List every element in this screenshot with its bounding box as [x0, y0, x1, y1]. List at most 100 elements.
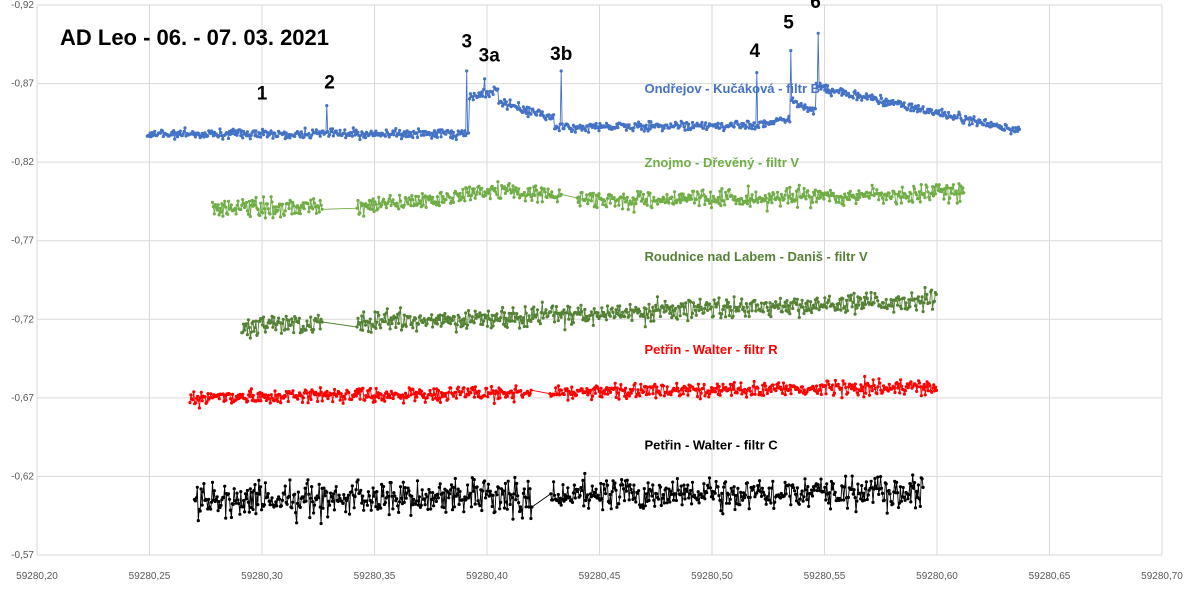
data-point: [591, 394, 595, 398]
data-point: [604, 313, 608, 317]
data-point: [271, 216, 275, 220]
data-point: [194, 496, 198, 500]
data-point: [412, 497, 416, 501]
data-point: [921, 485, 925, 489]
data-point: [680, 386, 684, 390]
data-point: [892, 310, 896, 314]
data-point: [921, 387, 925, 391]
data-point: [289, 323, 293, 327]
data-point: [897, 297, 902, 301]
data-point: [521, 105, 526, 109]
data-point: [714, 386, 719, 390]
data-point: [466, 309, 471, 313]
data-point: [365, 203, 370, 207]
data-point: [329, 130, 334, 134]
data-point: [751, 123, 755, 128]
data-point: [596, 493, 600, 497]
data-point: [579, 303, 583, 307]
data-point: [744, 125, 749, 129]
data-point: [999, 125, 1004, 129]
data-point: [576, 306, 580, 310]
data-point: [884, 198, 888, 202]
data-point: [592, 307, 596, 311]
data-point: [858, 195, 862, 199]
data-point: [227, 199, 231, 203]
data-point: [251, 393, 255, 398]
data-point: [349, 131, 353, 135]
data-point: [421, 203, 425, 207]
data-point: [519, 508, 524, 512]
data-point: [388, 193, 392, 198]
x-tick-label: 59280,50: [691, 571, 733, 582]
data-point: [744, 391, 748, 395]
data-point: [819, 477, 823, 481]
data-point: [171, 133, 175, 137]
data-point: [356, 130, 360, 134]
data-point: [719, 204, 723, 208]
data-point: [625, 478, 629, 482]
data-point: [957, 182, 961, 186]
data-point: [460, 129, 464, 133]
data-point: [395, 201, 399, 205]
data-point: [831, 482, 835, 486]
data-point: [316, 399, 320, 403]
data-point: [582, 316, 586, 320]
data-point: [861, 301, 865, 305]
data-point: [365, 503, 369, 507]
data-point: [749, 196, 753, 200]
data-point: [780, 388, 784, 392]
data-point: [722, 485, 726, 489]
data-point: [320, 320, 324, 324]
data-point: [481, 489, 485, 493]
data-point: [237, 502, 241, 506]
data-point: [854, 303, 858, 307]
data-point: [539, 311, 543, 315]
data-point: [265, 202, 269, 206]
data-point: [209, 500, 214, 504]
data-point: [271, 136, 275, 140]
data-point: [215, 495, 219, 499]
data-point: [791, 306, 795, 311]
data-point: [450, 318, 455, 323]
data-point: [645, 203, 649, 207]
data-point: [764, 502, 768, 506]
data-point: [715, 124, 719, 128]
data-point: [528, 186, 532, 190]
data-point: [442, 200, 446, 204]
data-point: [748, 389, 753, 393]
data-point: [360, 314, 364, 318]
data-point: [559, 388, 564, 392]
data-point: [386, 494, 390, 498]
data-point: [212, 212, 216, 216]
data-point: [317, 393, 322, 397]
data-point: [649, 120, 653, 124]
data-point: [909, 380, 913, 384]
data-point: [277, 316, 281, 320]
data-point: [934, 292, 938, 296]
data-point: [483, 77, 487, 81]
data-point: [532, 305, 536, 309]
data-point: [826, 301, 830, 305]
data-point: [482, 87, 486, 91]
data-point: [925, 185, 929, 189]
data-point: [949, 191, 954, 195]
data-point: [451, 130, 455, 134]
data-point: [932, 185, 937, 189]
data-point: [498, 507, 502, 511]
data-point: [567, 317, 571, 321]
data-point: [422, 133, 426, 137]
data-point: [502, 311, 507, 315]
data-point: [902, 101, 906, 105]
data-point: [882, 384, 886, 388]
data-point: [958, 113, 962, 117]
data-point: [526, 479, 530, 483]
data-point: [837, 91, 841, 95]
data-point: [630, 201, 634, 206]
data-point: [230, 392, 235, 396]
data-point: [362, 508, 366, 512]
x-tick-label: 59280,65: [1029, 571, 1071, 582]
data-point: [484, 314, 489, 318]
data-point: [724, 501, 729, 505]
data-point: [727, 501, 732, 505]
data-point: [504, 100, 508, 104]
